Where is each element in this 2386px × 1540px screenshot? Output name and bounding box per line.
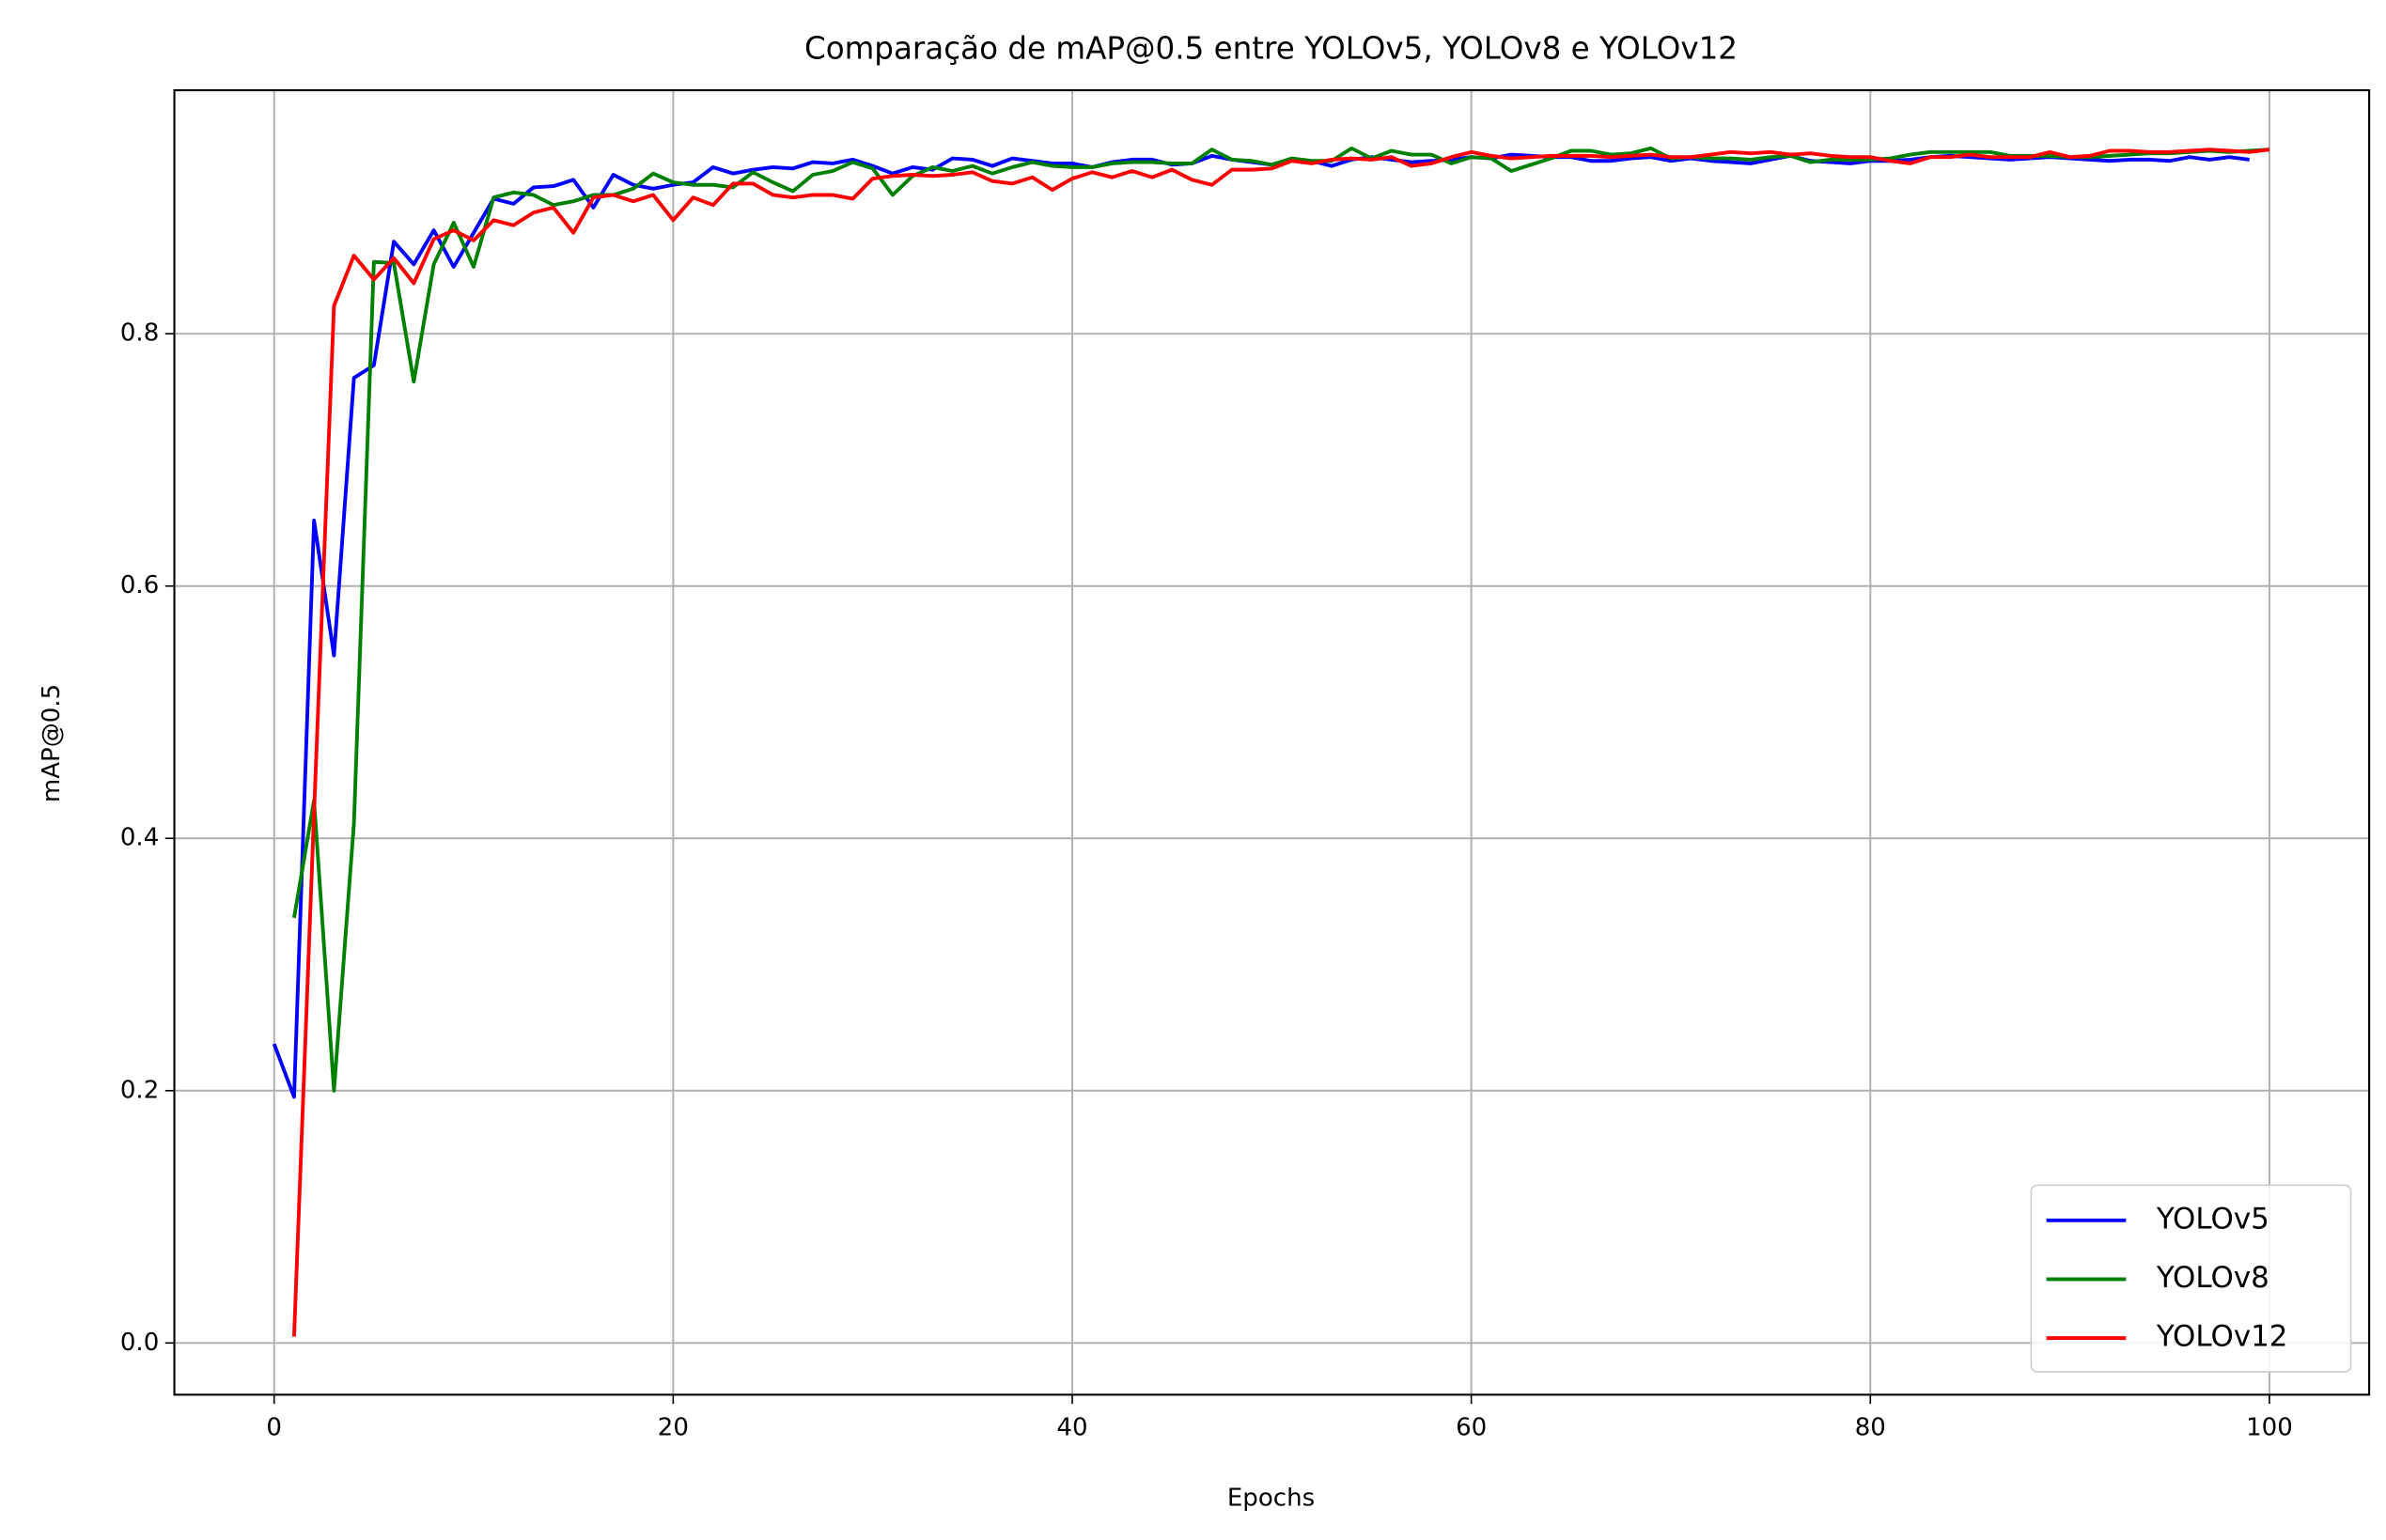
- legend-label: YOLOv8: [2156, 1261, 2269, 1295]
- chart-title: Comparação de mAP@0.5 entre YOLOv5, YOLO…: [804, 31, 1738, 67]
- x-tick-label: 40: [1056, 1414, 1087, 1442]
- x-tick-label: 0: [266, 1414, 282, 1442]
- x-tick-label: 20: [658, 1414, 689, 1442]
- x-tick-label: 80: [1855, 1414, 1886, 1442]
- y-tick-label: 0.6: [120, 571, 159, 599]
- series-line: [292, 146, 2270, 1093]
- x-axis-label: Epochs: [1227, 1485, 1315, 1513]
- y-tick-label: 0.8: [120, 319, 159, 348]
- series-line: [291, 148, 2270, 1337]
- plot-frame: [173, 88, 2371, 1396]
- y-tick-label: 0.2: [120, 1076, 159, 1104]
- y-axis-label: mAP@0.5: [38, 684, 66, 802]
- y-tick-label: 0.4: [120, 824, 159, 852]
- x-tick-label: 60: [1456, 1414, 1487, 1442]
- legend-box: [2030, 1184, 2352, 1373]
- x-tick-label: 100: [2246, 1414, 2293, 1442]
- legend-label: YOLOv12: [2156, 1320, 2288, 1354]
- y-tick-label: 0.0: [120, 1329, 159, 1357]
- legend-label: YOLOv5: [2156, 1202, 2269, 1236]
